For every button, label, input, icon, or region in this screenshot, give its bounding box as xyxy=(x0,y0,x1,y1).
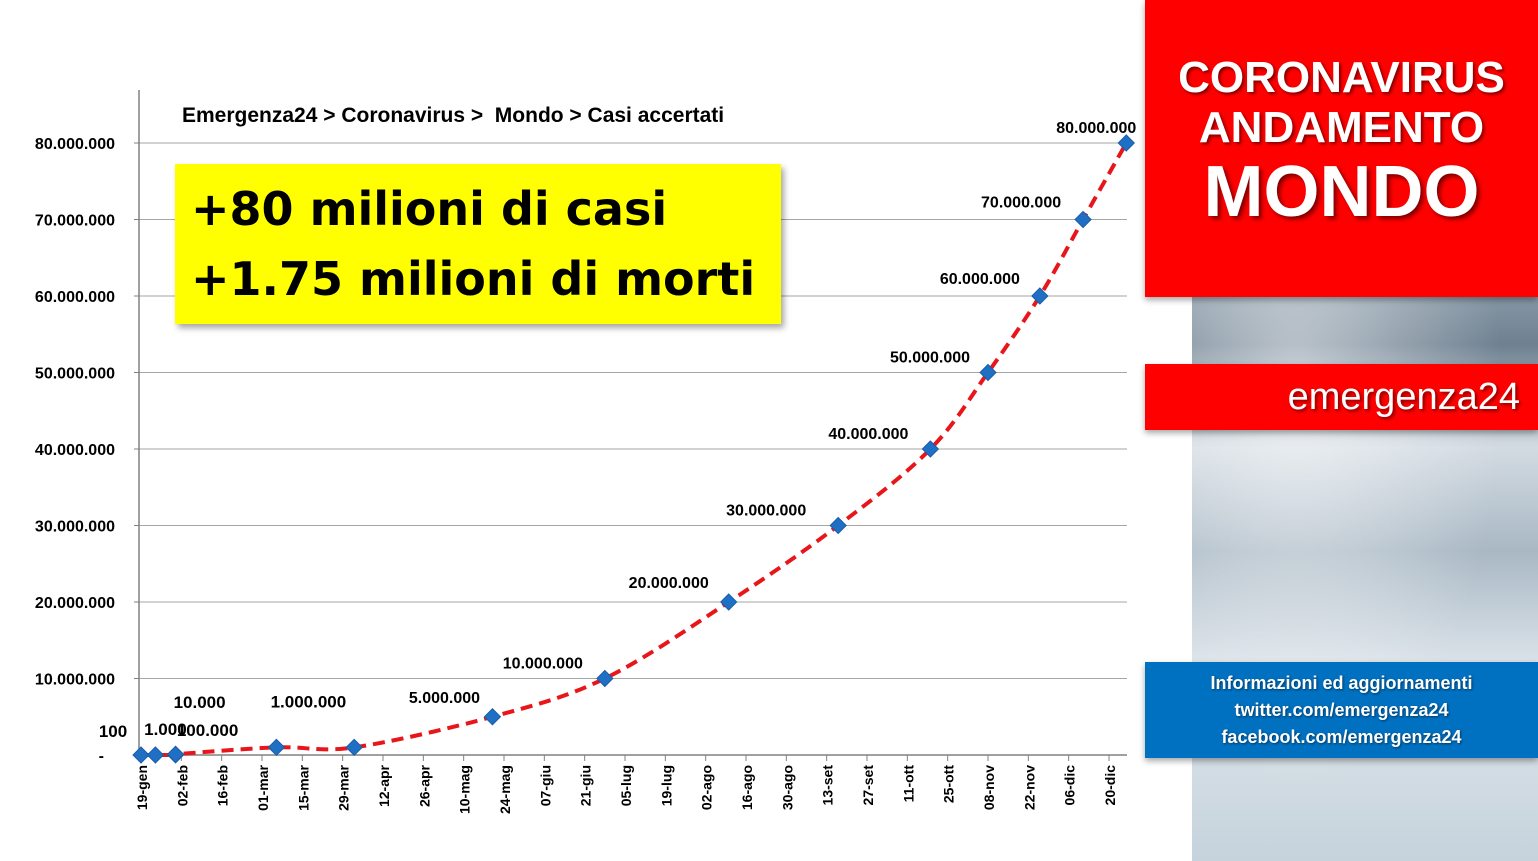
data-label: 50.000.000 xyxy=(890,350,970,367)
x-tick-label: 16-ago xyxy=(739,765,755,810)
x-tick-label: 06-dic xyxy=(1062,765,1078,806)
x-tick-label: 08-nov xyxy=(981,765,997,810)
data-point-marker xyxy=(1031,287,1049,305)
headline-cases: +80 milioni di casi xyxy=(191,182,668,236)
x-tick-label: 19-lug xyxy=(658,765,674,806)
y-tick-label: - xyxy=(99,748,104,765)
x-tick-label: 02-ago xyxy=(699,765,715,810)
x-tick-label: 30-ago xyxy=(779,765,795,810)
data-point-marker xyxy=(267,738,286,757)
twitter-link[interactable]: twitter.com/emergenza24 xyxy=(1234,700,1449,720)
data-label: 5.000.000 xyxy=(409,690,480,707)
facebook-link[interactable]: facebook.com/emergenza24 xyxy=(1221,727,1462,747)
data-point-marker xyxy=(345,738,363,757)
info-text: Informazioni ed aggiornamenti xyxy=(1210,673,1473,693)
x-tick-label: 10-mag xyxy=(457,765,473,814)
cases-line-chart: - 10.000.000 20.000.000 30.000.000 40.000.00… xyxy=(35,90,1137,814)
title-panel: CORONAVIRUS ANDAMENTO MONDO xyxy=(1145,0,1538,297)
x-tick-label: 24-mag xyxy=(497,765,513,814)
x-tick-label: 05-lug xyxy=(618,765,634,806)
data-label: 70.000.000 xyxy=(981,195,1061,212)
y-tick-label: 60.000.000 xyxy=(35,289,115,306)
y-tick-label: 40.000.000 xyxy=(35,442,115,459)
title-mondo: MONDO xyxy=(1203,152,1480,232)
data-point-marker xyxy=(720,593,738,611)
title-coronavirus: CORONAVIRUS xyxy=(1178,53,1505,102)
data-point-marker xyxy=(1117,134,1135,152)
data-label: 80.000.000 xyxy=(1056,120,1136,137)
x-tick-label: 25-ott xyxy=(941,765,957,803)
info-panel: Informazioni ed aggiornamenti twitter.co… xyxy=(1145,662,1538,758)
data-label: 100.000 xyxy=(177,721,238,740)
x-tick-label: 27-set xyxy=(860,765,876,806)
data-label: 60.000.000 xyxy=(940,271,1020,288)
x-tick-label: 12-apr xyxy=(376,764,392,807)
data-label: 10.000 xyxy=(174,693,226,712)
x-tick-label: 29-mar xyxy=(336,764,352,810)
y-tick-label: 20.000.000 xyxy=(35,595,115,612)
x-tick-label: 20-dic xyxy=(1102,765,1118,806)
headline-box: +80 milioni di casi +1.75 milioni di mor… xyxy=(175,164,781,324)
data-point-marker xyxy=(132,746,150,764)
x-tick-label: 13-set xyxy=(820,765,836,806)
x-tick-label: 07-giu xyxy=(537,765,553,806)
data-label: 1.000.000 xyxy=(271,692,347,711)
data-point-marker xyxy=(921,440,940,458)
x-tick-label: 22-nov xyxy=(1021,765,1037,810)
data-label: 30.000.000 xyxy=(726,503,806,520)
title-andamento: ANDAMENTO xyxy=(1198,103,1485,152)
data-label: 1.000 xyxy=(144,720,187,739)
data-point-marker xyxy=(146,746,165,764)
x-tick-label: 21-giu xyxy=(578,765,594,806)
y-tick-label: 70.000.000 xyxy=(35,213,115,230)
headline-deaths: +1.75 milioni di morti xyxy=(191,252,756,306)
x-axis-ticks: 19-gen 02-feb 16-feb 01-mar 15-mar 29-mar 12-a… xyxy=(134,755,1118,814)
x-tick-label: 11-ott xyxy=(900,765,916,803)
data-point-marker xyxy=(1074,210,1092,229)
x-tick-label: 01-mar xyxy=(255,764,271,810)
x-tick-label: 26-apr xyxy=(416,764,432,807)
data-point-marker xyxy=(166,745,185,763)
y-tick-label: 50.000.000 xyxy=(35,366,115,383)
data-labels: 100 1.000 10.000 100.000 1.000.000 5.000.000 1… xyxy=(99,120,1137,741)
data-label: 20.000.000 xyxy=(629,575,709,592)
brand-panel: emergenza24 xyxy=(1145,364,1538,430)
data-label: 100 xyxy=(99,722,127,741)
data-label: 40.000.000 xyxy=(828,426,908,443)
x-tick-label: 19-gen xyxy=(134,765,150,810)
data-point-marker xyxy=(483,708,502,726)
chart-title: Emergenza24 > Coronavirus > Mondo > Casi… xyxy=(182,104,724,127)
y-axis-ticks: - 10.000.000 20.000.000 30.000.000 40.000.00… xyxy=(35,136,139,765)
x-tick-label: 02-feb xyxy=(174,765,190,806)
x-tick-label: 15-mar xyxy=(295,764,311,810)
data-markers xyxy=(132,134,1135,764)
data-point-marker xyxy=(979,363,997,382)
brand-name: emergenza24 xyxy=(1287,376,1520,418)
data-label: 10.000.000 xyxy=(503,656,583,673)
data-point-marker xyxy=(596,669,614,688)
y-tick-label: 10.000.000 xyxy=(35,672,115,689)
y-tick-label: 80.000.000 xyxy=(35,136,115,153)
x-tick-label: 16-feb xyxy=(215,765,231,806)
y-tick-label: 30.000.000 xyxy=(35,519,115,536)
data-point-marker xyxy=(829,516,847,535)
